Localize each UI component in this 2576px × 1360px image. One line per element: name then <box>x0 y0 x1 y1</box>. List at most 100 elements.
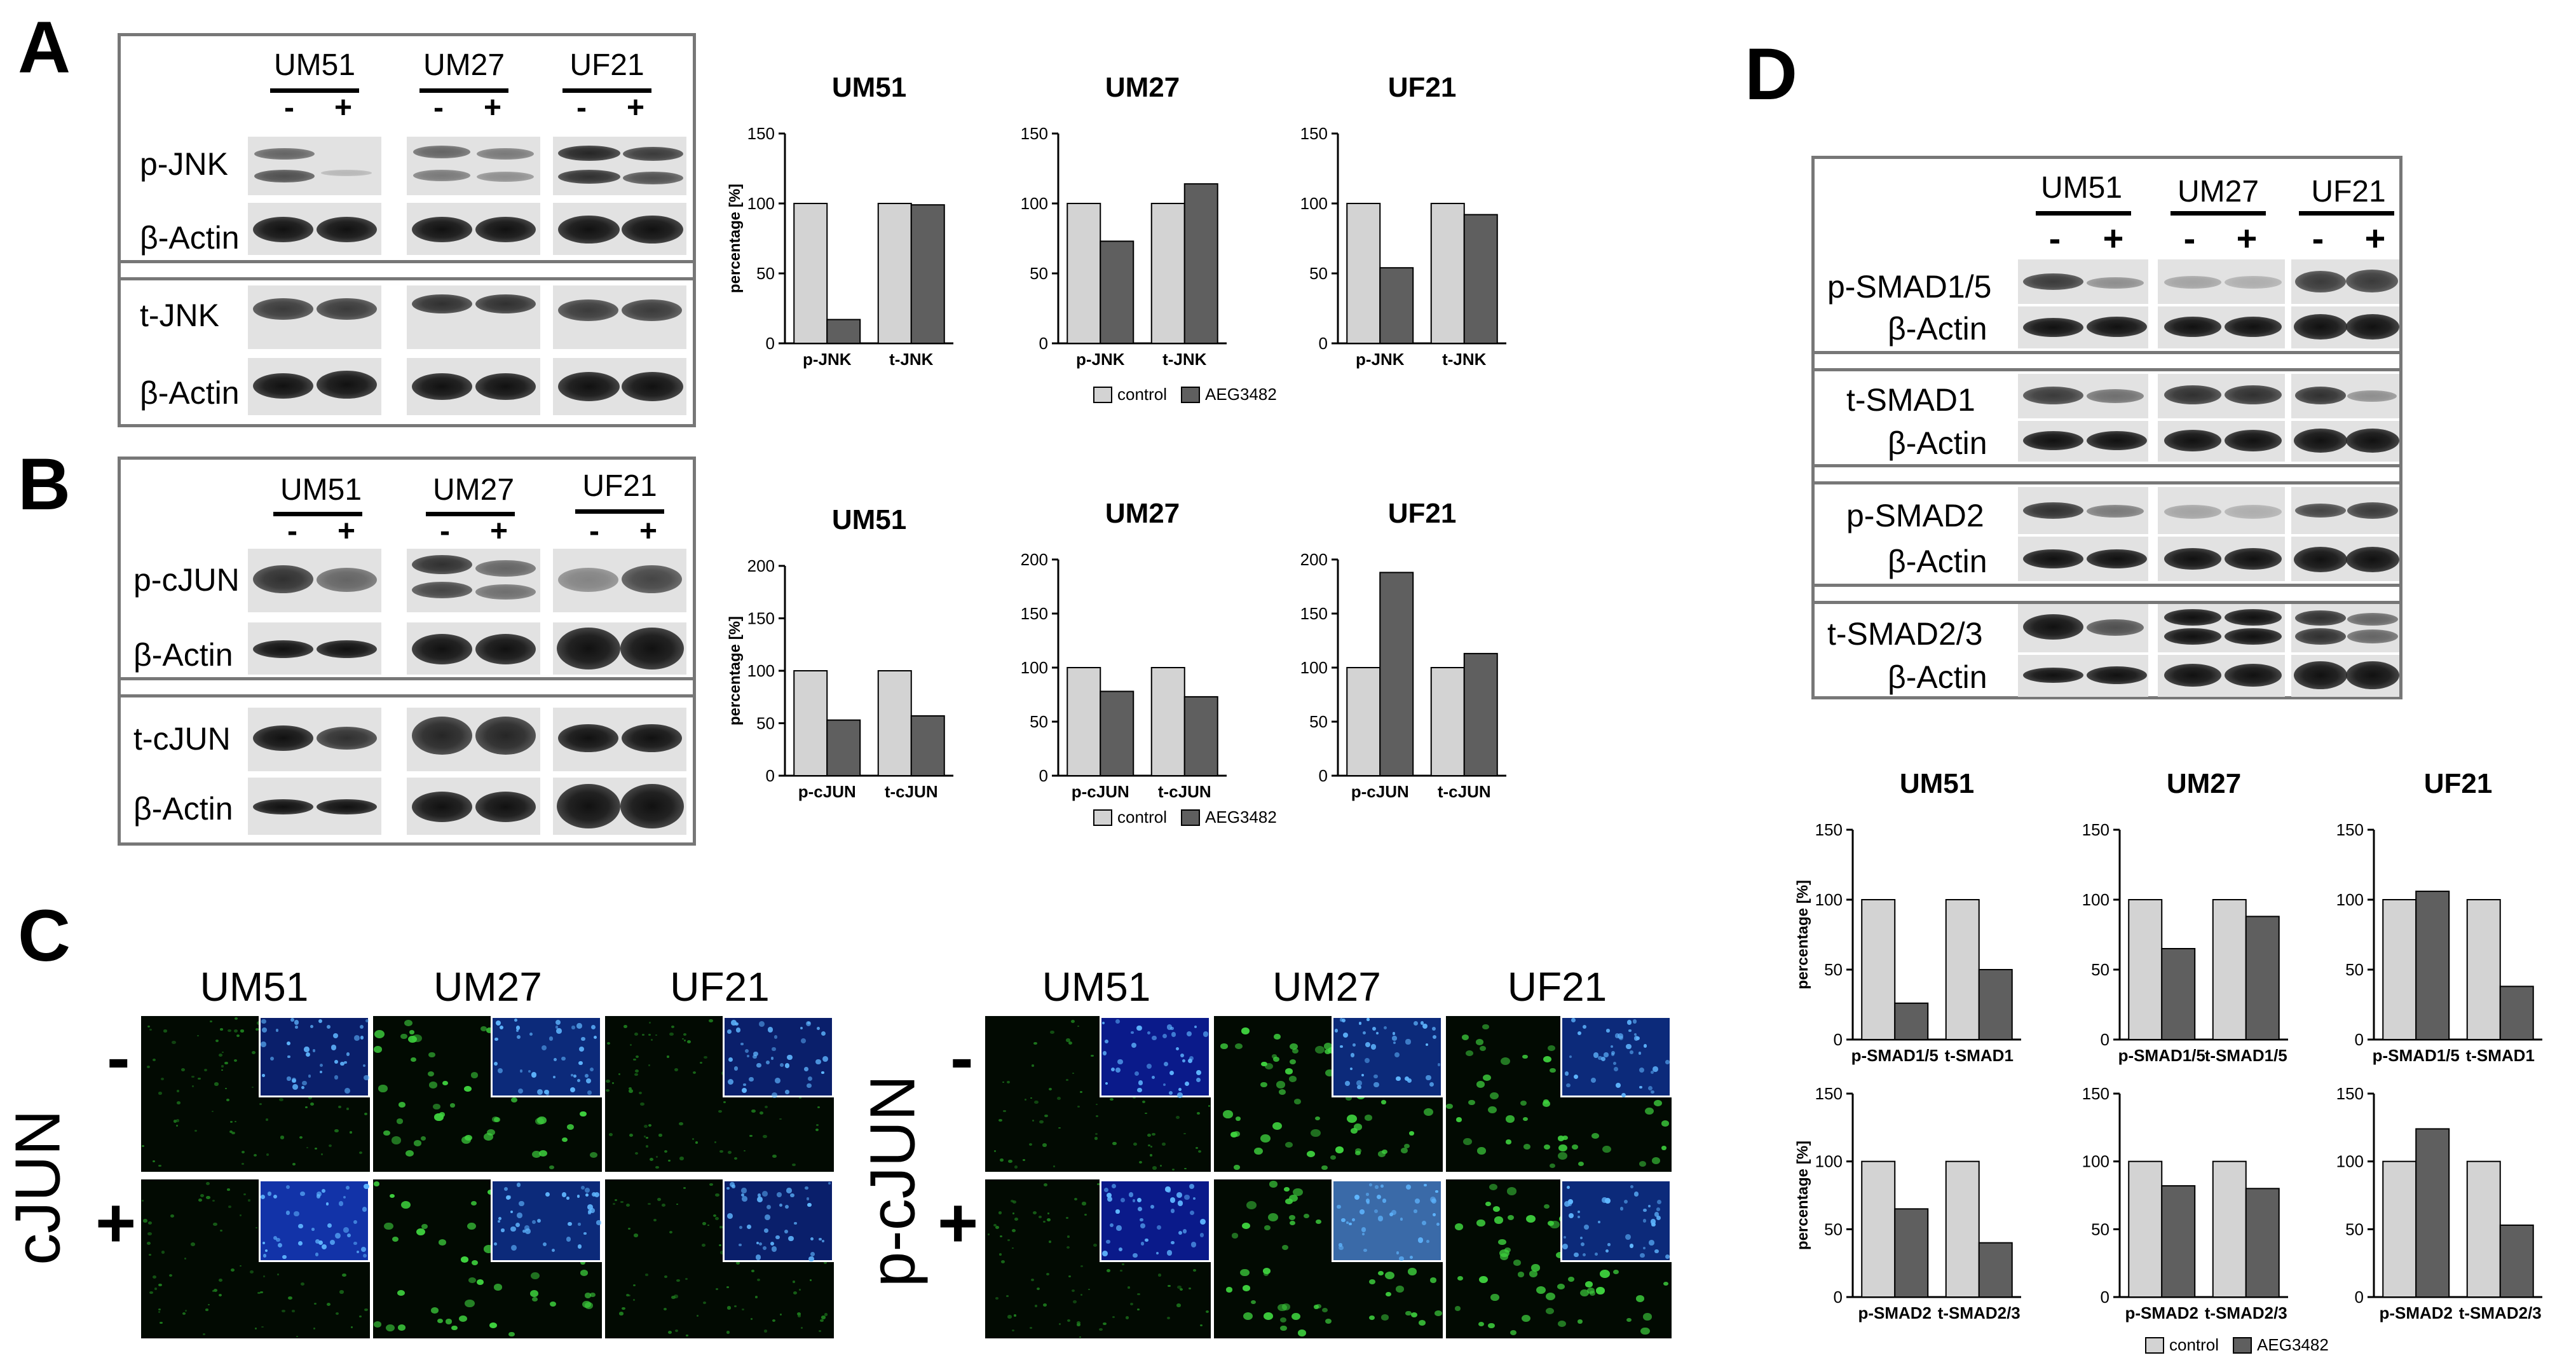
micro-image <box>373 1016 602 1172</box>
lane-label-uf21: UF21 <box>582 469 657 503</box>
blot-strip <box>407 203 540 255</box>
legend-swatch-treatment <box>2233 1336 2252 1354</box>
blot-divider <box>1815 351 2399 371</box>
micro-image <box>141 1179 370 1338</box>
blot-strip <box>2158 421 2285 462</box>
plus-sign: + <box>2364 218 2386 258</box>
chart-title: UF21 <box>1388 498 1457 529</box>
blot-divider <box>1815 584 2399 604</box>
legend-label-treatment: AEG3482 <box>2257 1335 2329 1354</box>
bar-aeg3482 <box>910 204 945 344</box>
y-tick-label: 200 <box>1021 550 1048 569</box>
blot-strip <box>248 549 381 612</box>
y-tick-label: 0 <box>1834 1030 1843 1049</box>
bar-aeg3482 <box>1463 652 1498 776</box>
legend-swatch-control <box>1093 809 1112 826</box>
y-tick-label: 0 <box>1319 766 1328 785</box>
x-tick-label: t-JNK <box>889 350 934 369</box>
y-tick-label: 50 <box>2091 960 2109 979</box>
minus-sign: - <box>287 514 297 548</box>
lane-label-um51: UM51 <box>2040 171 2123 205</box>
bar-chart-a-um51: UM51 0 50 100 150 percentage [%] p-JNK t-JNK <box>726 72 953 369</box>
minus-sign: - <box>589 514 599 548</box>
chart-legend-b: control AEG3482 <box>1093 807 1277 827</box>
chart-title: UM51 <box>832 504 906 535</box>
bar-control <box>793 670 828 776</box>
lane-label-uf21: UF21 <box>2311 175 2386 209</box>
x-tick-label: t-SMAD1 <box>2466 1046 2535 1065</box>
y-tick-label: 50 <box>2345 960 2364 979</box>
micro-image <box>985 1179 1211 1338</box>
blot-strip <box>553 708 686 771</box>
blot-strip <box>248 778 381 835</box>
lane-line <box>2171 211 2266 216</box>
blot-strip <box>407 622 540 675</box>
y-tick-label: 50 <box>1030 712 1048 731</box>
micro-image <box>605 1016 834 1172</box>
x-tick-label: p-cJUN <box>798 782 856 801</box>
y-tick-label: 50 <box>1309 264 1328 283</box>
blot-strip <box>553 358 686 415</box>
row-label: t-SMAD2/3 <box>1827 616 1983 652</box>
micro-col-label-uf21: UF21 <box>670 964 770 1010</box>
blot-strip <box>2018 306 2148 348</box>
row-label: β-Actin <box>1888 311 1987 347</box>
plus-sign: + <box>334 91 353 125</box>
micro-image <box>1214 1179 1443 1338</box>
y-tick-label: 100 <box>1021 658 1048 677</box>
legend-swatch-control <box>2145 1336 2164 1354</box>
bar-control <box>1945 1160 1980 1298</box>
bar-aeg3482 <box>1183 183 1218 344</box>
lane-line <box>273 512 362 516</box>
blot-strip <box>2018 537 2148 581</box>
x-tick-label: p-JNK <box>1356 350 1405 369</box>
panel-letter-a: A <box>18 7 71 88</box>
blot-strip <box>553 549 686 612</box>
y-tick-label: 200 <box>747 556 775 575</box>
bar-aeg3482 <box>1379 267 1414 345</box>
blot-strip <box>248 203 381 255</box>
x-tick-label: t-JNK <box>1442 350 1487 369</box>
bar-control <box>2466 899 2501 1040</box>
blot-divider <box>121 260 693 280</box>
y-tick-label: 0 <box>2355 1030 2364 1049</box>
micro-col-label-uf21: UF21 <box>1507 964 1607 1010</box>
x-tick-label: t-SMAD2/3 <box>2205 1303 2287 1322</box>
minus-sign: - <box>950 1019 974 1097</box>
x-tick-label: t-SMAD1/5 <box>2205 1046 2287 1065</box>
blot-strip <box>2158 487 2285 534</box>
bar-aeg3482 <box>2245 916 2280 1040</box>
lane-line <box>426 512 515 516</box>
legend-label-treatment: AEG3482 <box>1205 385 1277 404</box>
y-tick-label: 100 <box>2082 890 2109 909</box>
blot-strip <box>2158 655 2285 697</box>
blot-strip <box>2018 604 2148 652</box>
row-label: β-Actin <box>1888 425 1987 461</box>
x-tick-label: p-SMAD2 <box>2125 1303 2198 1322</box>
x-tick-label: t-SMAD2/3 <box>2459 1303 2542 1322</box>
blot-strip <box>2158 259 2285 304</box>
blot-strip <box>553 285 686 349</box>
y-tick-label: 50 <box>1824 960 1843 979</box>
bar-control <box>2466 1160 2501 1298</box>
y-tick-label: 150 <box>1021 604 1048 623</box>
x-tick-label: t-cJUN <box>1438 782 1491 801</box>
row-label: β-Actin <box>140 220 240 256</box>
y-tick-label: 0 <box>1039 334 1048 353</box>
y-tick-label: 0 <box>766 334 775 353</box>
blot-strip <box>2291 537 2399 581</box>
y-tick-label: 0 <box>1834 1288 1843 1307</box>
x-tick-label: p-JNK <box>1076 350 1125 369</box>
y-tick-label: 100 <box>1021 194 1048 213</box>
chart-legend-d: control AEG3482 <box>2145 1335 2329 1355</box>
bar-control <box>2382 899 2417 1040</box>
micro-col-label-um27: UM27 <box>1272 964 1381 1010</box>
plus-sign: + <box>489 514 508 548</box>
bar-control <box>1430 203 1465 344</box>
bar-aeg3482 <box>826 719 861 776</box>
bar-control <box>2128 1160 2163 1298</box>
micro-col-label-um51: UM51 <box>1042 964 1151 1010</box>
blot-strip <box>407 549 540 612</box>
bar-chart-a-um27: UM27 0 50 100 150 p-JNK t-JNK <box>1021 72 1227 369</box>
y-tick-label: 150 <box>1021 124 1048 143</box>
